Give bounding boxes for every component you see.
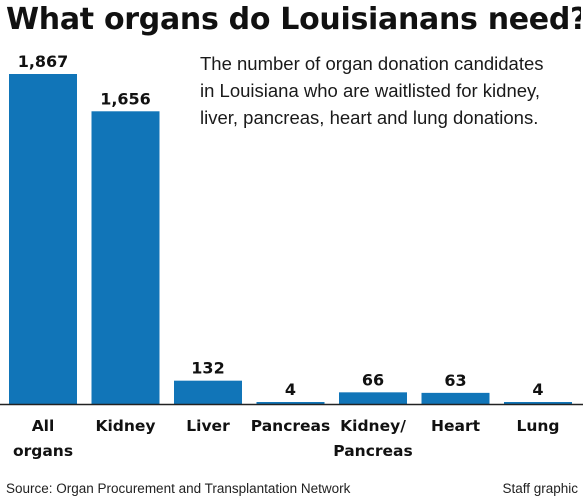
- chart-title: What organs do Louisianans need?: [6, 2, 581, 37]
- bar: [256, 402, 325, 404]
- subtitle-line: liver, pancreas, heart and lung donation…: [200, 107, 539, 128]
- subtitle-line: in Louisiana who are waitlisted for kidn…: [200, 80, 541, 101]
- bar: [9, 74, 77, 404]
- bar: [91, 111, 160, 404]
- data-label: 1,867: [18, 52, 69, 71]
- bar: [174, 380, 242, 404]
- category-label: All: [32, 417, 55, 435]
- credit-note: Staff graphic: [502, 481, 578, 496]
- category-label: Pancreas: [333, 442, 412, 460]
- category-label: Liver: [186, 417, 230, 435]
- category-label: Heart: [431, 417, 481, 435]
- data-label: 132: [191, 359, 224, 378]
- data-label: 4: [532, 380, 543, 399]
- subtitle-line: The number of organ donation candidates: [200, 53, 544, 74]
- category-label: Lung: [516, 417, 559, 435]
- data-label: 1,656: [100, 89, 151, 108]
- chart-subtitle: The number of organ donation candidates …: [200, 50, 580, 131]
- data-label: 66: [362, 370, 384, 389]
- bar: [504, 402, 572, 404]
- footer: Source: Organ Procurement and Transplant…: [6, 479, 578, 499]
- category-label: Kidney: [95, 417, 155, 435]
- category-label: Pancreas: [251, 417, 330, 435]
- bar: [421, 392, 490, 404]
- data-label: 4: [285, 380, 296, 399]
- bar: [339, 392, 407, 404]
- data-label: 63: [444, 371, 466, 390]
- category-label: Kidney/: [340, 417, 406, 435]
- source-note: Source: Organ Procurement and Transplant…: [6, 481, 351, 496]
- category-label: organs: [13, 442, 73, 460]
- bar-chart: 1,867 All organs 1,656 Kidney 132 Liver 4 Pancre…: [0, 52, 583, 460]
